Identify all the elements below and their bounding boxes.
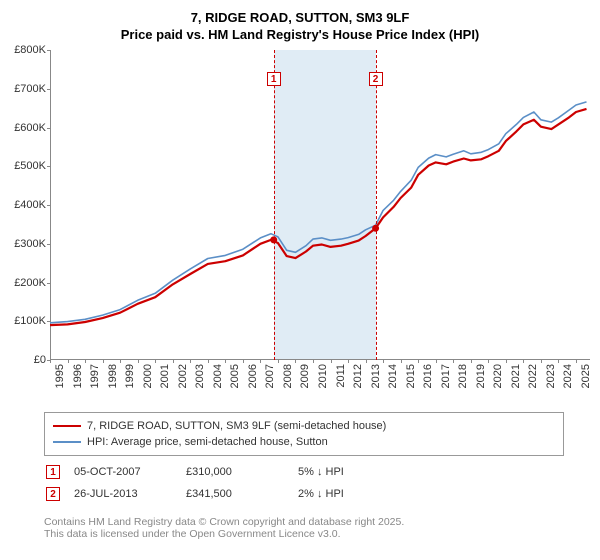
x-tick-label: 2006 — [247, 364, 259, 388]
event-delta: 5% ↓ HPI — [298, 462, 356, 482]
x-tick-label: 1998 — [107, 364, 119, 388]
legend-item: 7, RIDGE ROAD, SUTTON, SM3 9LF (semi-det… — [53, 418, 555, 434]
event-date: 05-OCT-2007 — [74, 462, 184, 482]
y-tick-label: £300K — [0, 238, 46, 250]
y-tick-label: £400K — [0, 199, 46, 211]
event-price: £310,000 — [186, 462, 296, 482]
events-table: 1 05-OCT-2007£310,0005% ↓ HPI 2 26-JUL-2013… — [44, 460, 358, 506]
x-tick-label: 2003 — [194, 364, 206, 388]
y-tick-label: £100K — [0, 315, 46, 327]
legend-label: 7, RIDGE ROAD, SUTTON, SM3 9LF (semi-det… — [87, 420, 386, 432]
y-tick-label: £500K — [0, 160, 46, 172]
event-marker-small: 1 — [46, 465, 60, 479]
event-marker: 1 — [267, 72, 281, 86]
y-tick-label: £0 — [0, 354, 46, 366]
series-hpi — [50, 102, 587, 323]
legend-swatch — [53, 441, 81, 443]
x-tick-label: 2019 — [475, 364, 487, 388]
event-date: 26-JUL-2013 — [74, 484, 184, 504]
y-tick-label: £600K — [0, 122, 46, 134]
x-tick-label: 2005 — [229, 364, 241, 388]
x-tick-label: 1999 — [124, 364, 136, 388]
x-tick-label: 2007 — [264, 364, 276, 388]
x-tick-label: 2013 — [370, 364, 382, 388]
x-tick-label: 2016 — [422, 364, 434, 388]
x-tick-label: 2001 — [159, 364, 171, 388]
event-line — [274, 50, 275, 360]
x-tick-label: 2017 — [440, 364, 452, 388]
y-tick-label: £800K — [0, 44, 46, 56]
x-tick-label: 2011 — [335, 364, 347, 388]
x-tick-label: 2010 — [317, 364, 329, 388]
x-tick-label: 1995 — [54, 364, 66, 388]
event-price: £341,500 — [186, 484, 296, 504]
event-row: 1 05-OCT-2007£310,0005% ↓ HPI — [46, 462, 356, 482]
x-tick-label: 2008 — [282, 364, 294, 388]
title-line-2: Price paid vs. HM Land Registry's House … — [0, 27, 600, 42]
x-tick-label: 2014 — [387, 364, 399, 388]
event-marker: 2 — [369, 72, 383, 86]
legend-item: HPI: Average price, semi-detached house,… — [53, 434, 555, 450]
footer-line-1: Contains HM Land Registry data © Crown c… — [44, 516, 404, 528]
y-tick-label: £700K — [0, 83, 46, 95]
x-tick-label: 2021 — [510, 364, 522, 388]
legend-swatch — [53, 425, 81, 427]
y-tick-label: £200K — [0, 277, 46, 289]
x-tick-label: 2002 — [177, 364, 189, 388]
event-line — [376, 50, 377, 360]
x-tick-label: 2020 — [492, 364, 504, 388]
chart-lines — [50, 50, 590, 360]
footer-line-2: This data is licensed under the Open Gov… — [44, 528, 404, 540]
x-tick-label: 1997 — [89, 364, 101, 388]
series-property — [50, 109, 587, 325]
x-tick-label: 2025 — [580, 364, 592, 388]
event-marker-small: 2 — [46, 487, 60, 501]
chart-area: £0 £100K £200K £300K £400K £500K £600K £700K £80… — [0, 46, 600, 408]
x-tick-label: 2009 — [299, 364, 311, 388]
x-tick-label: 1996 — [72, 364, 84, 388]
x-tick-label: 2015 — [405, 364, 417, 388]
x-tick-label: 2018 — [457, 364, 469, 388]
chart-title: 7, RIDGE ROAD, SUTTON, SM3 9LF Price pai… — [0, 0, 600, 48]
x-tick-label: 2012 — [352, 364, 364, 388]
x-tick-label: 2022 — [527, 364, 539, 388]
x-tick-label: 2023 — [545, 364, 557, 388]
x-tick-label: 2024 — [562, 364, 574, 388]
legend-label: HPI: Average price, semi-detached house,… — [87, 436, 328, 448]
event-row: 2 26-JUL-2013£341,5002% ↓ HPI — [46, 484, 356, 504]
x-tick-label: 2000 — [142, 364, 154, 388]
event-delta: 2% ↓ HPI — [298, 484, 356, 504]
legend: 7, RIDGE ROAD, SUTTON, SM3 9LF (semi-det… — [44, 412, 564, 456]
footer-attribution: Contains HM Land Registry data © Crown c… — [44, 516, 404, 540]
title-line-1: 7, RIDGE ROAD, SUTTON, SM3 9LF — [0, 10, 600, 25]
x-tick-label: 2004 — [212, 364, 224, 388]
